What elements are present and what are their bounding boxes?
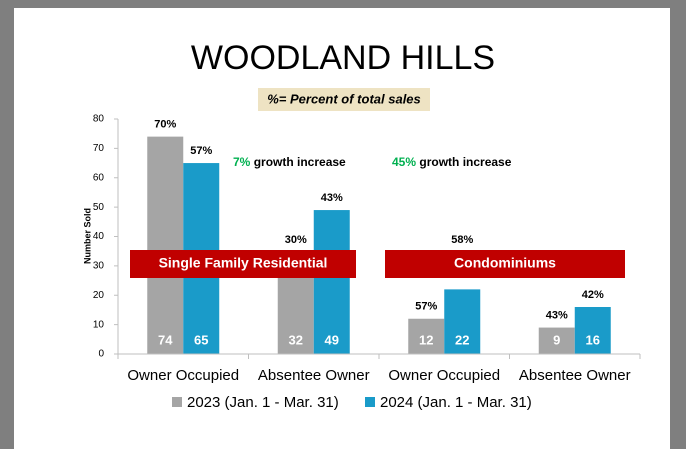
- bar: [147, 136, 184, 354]
- x-tick-label: Absentee Owner: [258, 367, 370, 384]
- x-tick-label: Owner Occupied: [127, 367, 239, 384]
- percent-label: 43%: [546, 309, 568, 321]
- y-tick-label: 0: [98, 349, 104, 360]
- bar-value-label: 65: [194, 332, 208, 347]
- percent-label: 43%: [321, 192, 343, 204]
- bar-value-label: 32: [289, 332, 303, 347]
- legend-label: 2024 (Jan. 1 - Mar. 31): [380, 394, 532, 411]
- legend-swatch: [172, 397, 182, 407]
- bar: [574, 307, 611, 354]
- annotation-text: growth increase: [254, 155, 346, 169]
- subtitle-box: [258, 88, 430, 111]
- bar-value-label: 16: [586, 332, 600, 347]
- bar-value-label: 9: [553, 332, 560, 347]
- annotation-text: growth increase: [419, 155, 511, 169]
- group-banner: [385, 250, 625, 278]
- subtitle: %= Percent of total sales: [267, 91, 421, 106]
- legend-label: 2023 (Jan. 1 - Mar. 31): [187, 394, 339, 411]
- annotation-highlight: 7%: [233, 155, 251, 169]
- bar: [538, 327, 575, 354]
- y-tick-label: 30: [93, 261, 105, 272]
- annotation: 7% growth increase: [233, 155, 346, 169]
- percent-label: 57%: [415, 301, 437, 313]
- bar: [313, 210, 350, 354]
- percent-label: 57%: [190, 145, 212, 157]
- bar: [444, 289, 481, 354]
- y-tick-label: 80: [93, 114, 105, 125]
- y-axis-label: Number Sold: [82, 208, 92, 264]
- bar-value-label: 74: [158, 332, 173, 347]
- y-tick-label: 60: [93, 172, 105, 183]
- group-label: Condominiums: [454, 255, 556, 271]
- group-label: Single Family Residential: [159, 255, 328, 271]
- y-tick-label: 20: [93, 290, 105, 301]
- y-tick-label: 40: [93, 231, 105, 242]
- legend-swatch: [365, 397, 375, 407]
- percent-label: 58%: [451, 234, 473, 246]
- annotation-highlight: 45%: [392, 155, 416, 169]
- y-tick-label: 70: [93, 143, 105, 154]
- x-tick-label: Absentee Owner: [519, 367, 631, 384]
- group-banner: [130, 250, 356, 278]
- percent-label: 42%: [582, 289, 604, 301]
- chart-title: WOODLAND HILLS: [191, 39, 495, 77]
- bar-value-label: 12: [419, 332, 433, 347]
- y-tick-label: 50: [93, 202, 105, 213]
- percent-label: 30%: [285, 234, 307, 246]
- bar-value-label: 22: [455, 332, 469, 347]
- bar-value-label: 49: [325, 332, 339, 347]
- bar: [408, 318, 445, 354]
- annotation: 45% growth increase: [392, 155, 512, 169]
- y-tick-label: 10: [93, 319, 105, 330]
- percent-label: 70%: [154, 119, 176, 131]
- x-tick-label: Owner Occupied: [388, 367, 500, 384]
